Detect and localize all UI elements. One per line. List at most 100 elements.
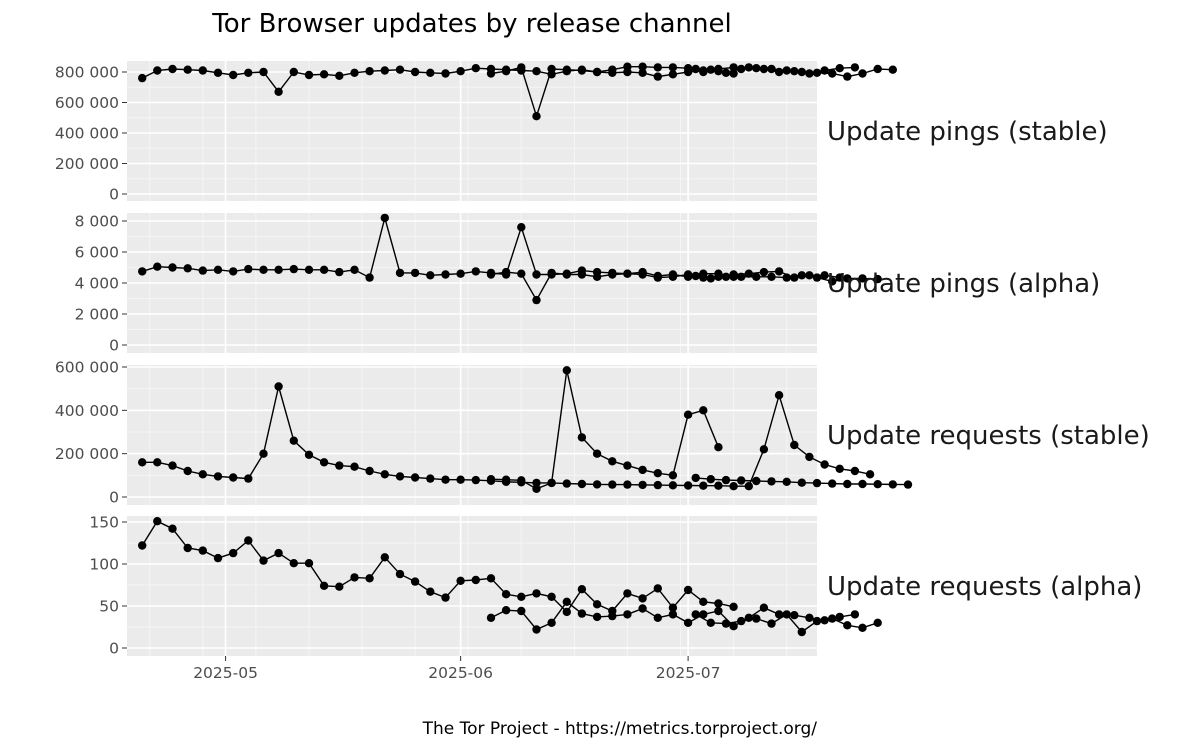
data-point <box>456 475 465 484</box>
data-point <box>577 609 587 618</box>
data-point <box>547 478 556 488</box>
y-tick-label: 0 <box>109 640 119 658</box>
data-point <box>737 616 746 626</box>
data-point <box>562 479 571 488</box>
data-point <box>532 484 541 493</box>
data-point <box>395 472 405 481</box>
panel-label: Update requests (stable) <box>827 421 1150 451</box>
data-point <box>790 440 799 450</box>
data-point <box>486 613 496 622</box>
data-point <box>767 272 776 281</box>
data-point <box>410 577 420 586</box>
data-point <box>592 612 602 622</box>
chart-title: Tor Browser updates by release channel <box>211 9 731 39</box>
data-point <box>229 548 238 558</box>
data-point <box>501 606 511 615</box>
data-point <box>471 575 480 585</box>
data-point <box>304 450 314 459</box>
data-point <box>198 66 207 75</box>
data-point <box>843 479 852 489</box>
data-point <box>335 582 344 591</box>
data-point <box>577 270 587 279</box>
data-point <box>828 277 837 286</box>
data-point <box>592 480 602 489</box>
data-point <box>668 471 678 480</box>
data-point <box>638 465 647 475</box>
data-point <box>903 480 913 489</box>
data-point <box>395 569 405 579</box>
data-point <box>873 480 882 489</box>
data-point <box>752 476 761 486</box>
data-point <box>471 475 480 485</box>
data-point <box>888 65 897 74</box>
data-point <box>168 524 177 533</box>
data-point <box>198 266 207 275</box>
data-point <box>683 63 693 73</box>
data-point <box>471 267 480 276</box>
data-point <box>335 461 344 470</box>
panel-label: Update requests (alpha) <box>827 572 1142 602</box>
data-point <box>744 269 753 278</box>
data-point <box>653 613 662 622</box>
data-point <box>319 70 329 79</box>
data-point <box>456 67 465 76</box>
data-point <box>608 480 617 489</box>
data-point <box>797 271 806 280</box>
data-point <box>653 469 662 478</box>
data-point <box>183 65 192 74</box>
y-tick-label: 600 000 <box>55 359 119 377</box>
data-point <box>426 271 435 280</box>
panel-3: 0 200 000 400 000 600 000 Update requests (s… <box>55 359 1150 507</box>
data-point <box>752 63 761 73</box>
data-point <box>706 65 715 74</box>
data-point <box>782 66 791 75</box>
data-point <box>668 481 678 490</box>
data-point <box>456 269 465 278</box>
data-point <box>229 70 238 80</box>
data-point <box>517 223 526 232</box>
data-point <box>274 87 283 97</box>
data-point <box>699 597 708 606</box>
data-point <box>729 63 738 72</box>
data-point <box>289 436 298 445</box>
data-point <box>865 470 875 479</box>
data-point <box>365 466 374 476</box>
data-point <box>638 604 647 613</box>
data-point <box>198 470 207 479</box>
data-point <box>737 64 746 74</box>
panel-4: 0 50 100 150 Update requests (alpha) <box>89 514 1142 658</box>
data-point <box>888 480 897 489</box>
data-point <box>441 475 450 484</box>
data-point <box>153 458 162 467</box>
data-point <box>873 618 882 627</box>
data-point <box>683 272 693 281</box>
data-point <box>562 366 571 375</box>
data-point <box>335 267 344 277</box>
panel-label: Update pings (stable) <box>827 117 1108 147</box>
y-tick-label: 6 000 <box>75 244 119 262</box>
data-point <box>304 70 314 80</box>
data-point <box>289 559 298 568</box>
panel-1: 0 200 000 400 000 600 000 800 000 Update ping… <box>55 61 1108 204</box>
y-tick-label: 400 000 <box>55 402 119 420</box>
data-point <box>608 457 617 466</box>
data-point <box>547 618 556 627</box>
data-point <box>532 295 541 305</box>
data-point <box>486 270 496 279</box>
data-point <box>547 268 556 278</box>
data-point <box>350 265 359 274</box>
data-point <box>244 536 253 545</box>
data-point <box>547 64 556 74</box>
data-point <box>213 68 223 78</box>
data-point <box>623 461 632 470</box>
data-point <box>395 268 405 278</box>
data-point <box>721 619 731 628</box>
data-point <box>706 475 715 484</box>
data-point <box>759 445 769 454</box>
data-point <box>752 272 761 281</box>
data-point <box>153 262 162 271</box>
data-point <box>532 625 541 634</box>
data-point <box>259 556 268 565</box>
data-point <box>782 273 791 282</box>
data-point <box>380 66 389 75</box>
